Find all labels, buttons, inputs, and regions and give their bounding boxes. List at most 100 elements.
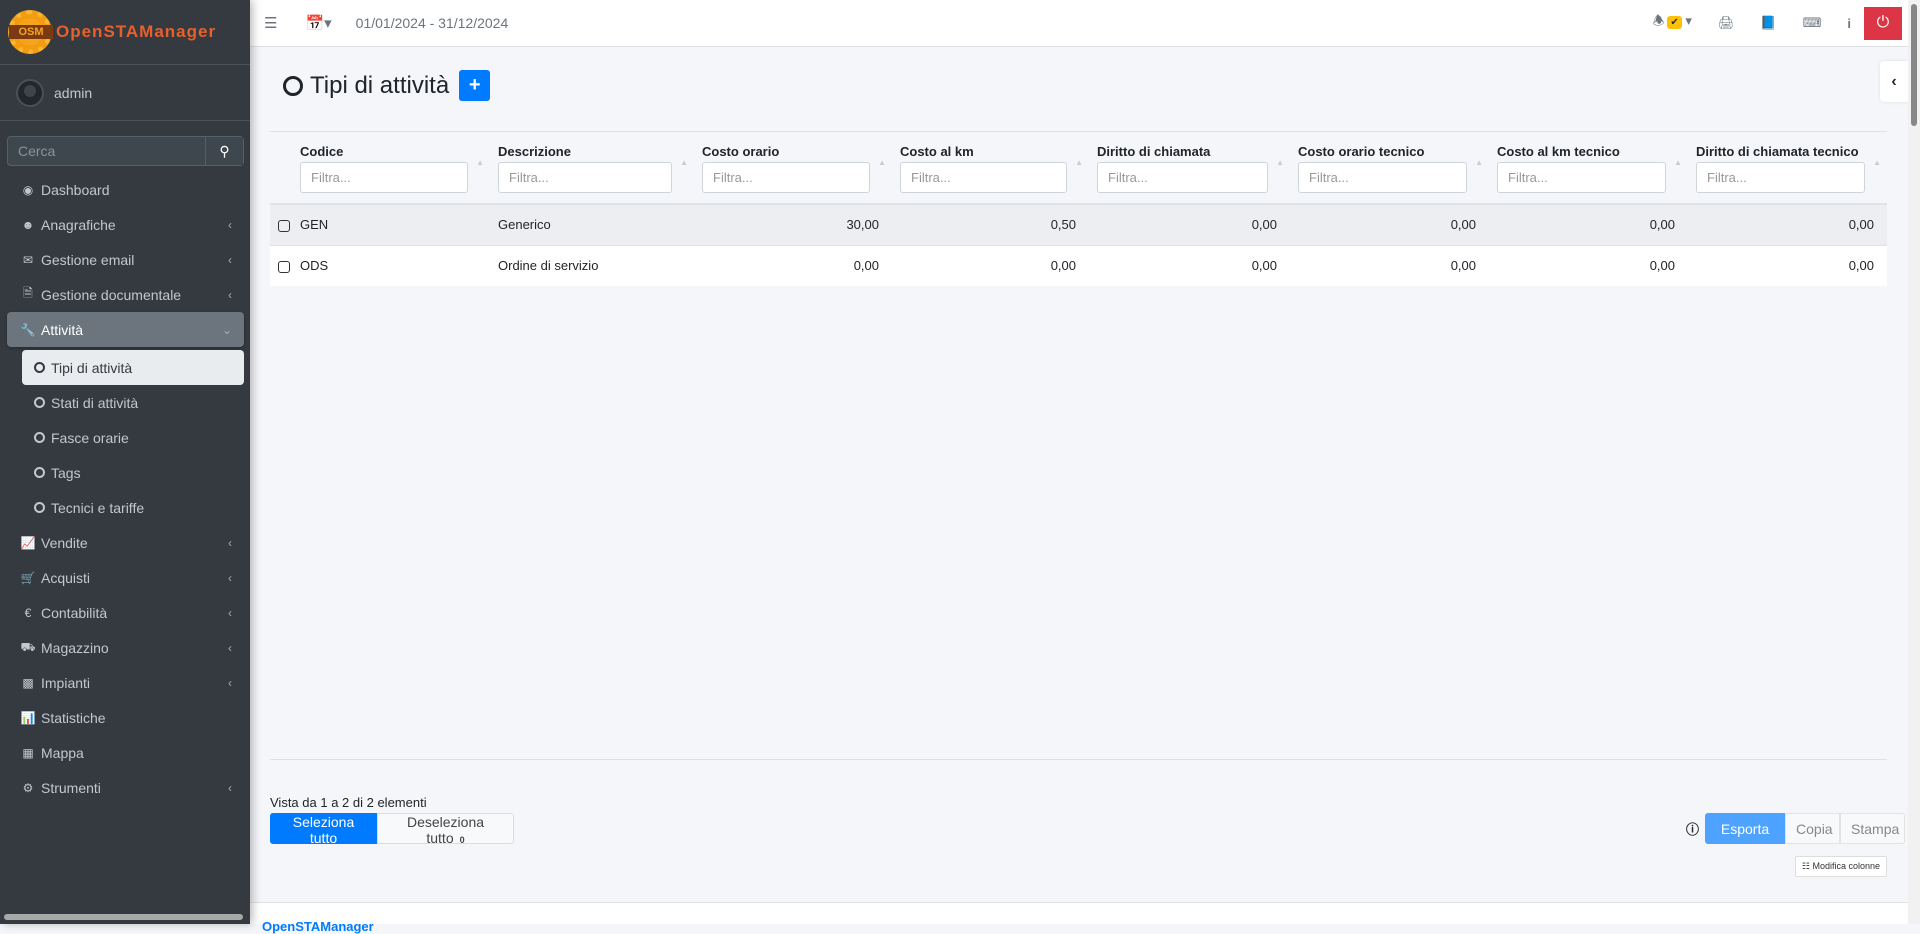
column-filter-input[interactable]: Filtra...: [1497, 162, 1666, 193]
date-range[interactable]: 01/01/2024 - 31/12/2024: [355, 15, 509, 31]
add-button[interactable]: +: [459, 70, 491, 101]
sidebar-item-label: Vendite: [41, 534, 88, 551]
brand-name: OpenSTAManager: [56, 22, 217, 41]
sort-icon[interactable]: ▲: [1075, 158, 1083, 167]
sidebar-item-label: Acquisti: [41, 569, 91, 586]
search-input[interactable]: [8, 137, 205, 165]
copy-button[interactable]: Copia: [1785, 813, 1841, 844]
selected-count: 0: [459, 835, 465, 845]
table-cell: GEN: [292, 203, 490, 245]
deselect-all-label: Deseleziona tutto: [406, 814, 485, 846]
sidebar-item-anagrafiche[interactable]: ☻ Anagrafiche ‹: [7, 207, 244, 242]
column-header[interactable]: Costo al km tecnico ▲ Filtra...: [1489, 131, 1688, 205]
logo[interactable]: OSM OpenSTAManager: [0, 0, 250, 65]
sidebar-item-contabilit-[interactable]: € Contabilità ‹: [7, 595, 244, 630]
column-filter-input[interactable]: Filtra...: [702, 162, 870, 193]
sidebar-item-label: Anagrafiche: [41, 216, 116, 233]
table-cell: 0,00: [892, 244, 1089, 286]
sort-icon[interactable]: ▲: [680, 158, 688, 167]
sidebar-item-acquisti[interactable]: 🛒 Acquisti ‹: [7, 560, 244, 595]
table-cell: 0,00: [1290, 203, 1489, 245]
table-cell: 0,50: [892, 203, 1089, 245]
sort-icon[interactable]: ▲: [1674, 158, 1682, 167]
column-header[interactable]: Diritto di chiamata ▲ Filtra...: [1089, 131, 1290, 205]
column-filter-input[interactable]: Filtra...: [300, 162, 468, 193]
select-all-button[interactable]: Seleziona tutto: [270, 813, 377, 846]
edit-columns-button[interactable]: ☷ Modifica colonne: [1795, 856, 1887, 877]
column-header[interactable]: Costo orario ▲ Filtra...: [694, 131, 892, 205]
page-scrollbar[interactable]: [1908, 0, 1920, 924]
sidebar-subitem[interactable]: Fasce orarie: [22, 420, 244, 455]
chevron-left-icon: ‹: [228, 570, 232, 585]
footer: OpenSTAManager: [250, 902, 1908, 934]
column-header[interactable]: Codice ▲ Filtra...: [292, 131, 490, 205]
table-cell: Generico: [490, 203, 694, 245]
user-panel[interactable]: admin: [0, 65, 250, 121]
sidebar-item-label: Impianti: [41, 674, 91, 691]
column-header[interactable]: Diritto di chiamata tecnico ▲ Filtra...: [1688, 131, 1887, 205]
sidebar-item-impianti[interactable]: ▩ Impianti ‹: [7, 665, 244, 700]
row-checkbox[interactable]: [278, 219, 290, 232]
book-icon[interactable]: 📘: [1760, 15, 1777, 30]
sort-icon[interactable]: ▲: [1873, 158, 1881, 167]
sidebar-item-gestione-documentale[interactable]: 🗎 Gestione documentale ‹: [7, 277, 244, 312]
column-filter-input[interactable]: Filtra...: [1298, 162, 1467, 193]
column-header[interactable]: Costo al km ▲ Filtra...: [892, 131, 1089, 205]
bar-chart-icon: 📊: [20, 710, 36, 725]
column-filter-input[interactable]: Filtra...: [900, 162, 1067, 193]
search-button[interactable]: ⚲: [205, 137, 243, 165]
sidebar-item-dashboard[interactable]: ◉ Dashboard: [7, 172, 244, 207]
sidebar-item-vendite[interactable]: 📈 Vendite ‹: [7, 525, 244, 560]
sidebar-subitem[interactable]: Tags: [22, 455, 244, 490]
sidebar-item-mappa[interactable]: ▦ Mappa: [7, 735, 244, 770]
scrollbar-thumb[interactable]: [1911, 4, 1917, 126]
sidebar-scrollbar[interactable]: [4, 914, 243, 920]
table-row[interactable]: GEN Generico 30,00 0,50 0,00 0,00 0,00 0,00: [270, 203, 1887, 245]
row-checkbox-cell: [270, 203, 292, 245]
sidebar-item-statistiche[interactable]: 📊 Statistiche: [7, 700, 244, 735]
sidebar-subitem[interactable]: Tecnici e tariffe: [22, 490, 244, 525]
column-filter-input[interactable]: Filtra...: [1097, 162, 1268, 193]
table-cell: 30,00: [694, 203, 892, 245]
print-button[interactable]: Stampa: [1840, 813, 1906, 844]
sidebar-subitem[interactable]: Tipi di attività: [22, 350, 244, 385]
gear-logo-icon: OSM: [8, 10, 53, 54]
sidebar-item-attivit-[interactable]: 🔧 Attività ⌄: [7, 312, 244, 347]
footer-brand-link[interactable]: OpenSTAManager: [262, 919, 374, 934]
notifications-button[interactable]: 🕭 ✔ ▾: [1652, 13, 1692, 29]
sidebar-menu: ◉ Dashboard ☻ Anagrafiche ‹ ✉ Gestione email ‹ 🗎…: [7, 172, 244, 805]
calendar-icon[interactable]: 📅▾: [305, 15, 332, 32]
sidebar-item-magazzino[interactable]: ⛟ Magazzino ‹: [7, 630, 244, 665]
avatar: [16, 78, 44, 107]
column-header[interactable]: Costo orario tecnico ▲ Filtra...: [1290, 131, 1489, 205]
column-title: Diritto di chiamata: [1097, 144, 1211, 159]
control-sidebar-toggle[interactable]: ‹: [1880, 61, 1908, 102]
sort-icon[interactable]: ▲: [878, 158, 886, 167]
logout-button[interactable]: ⏻: [1864, 6, 1902, 40]
select-column: [270, 131, 292, 205]
row-checkbox[interactable]: [278, 260, 290, 273]
export-button[interactable]: Esporta: [1705, 813, 1786, 844]
truck-icon: ⛟: [20, 639, 36, 654]
table-cell: 0,00: [1688, 244, 1887, 286]
sidebar-subitem-label: Fasce orarie: [51, 429, 129, 446]
column-filter-input[interactable]: Filtra...: [498, 162, 672, 193]
sort-icon[interactable]: ▲: [1276, 158, 1284, 167]
menu-toggle-icon[interactable]: ☰: [264, 15, 278, 32]
table-cell: 0,00: [1489, 203, 1688, 245]
column-filter-input[interactable]: Filtra...: [1696, 162, 1865, 193]
sort-icon[interactable]: ▲: [1475, 158, 1483, 167]
sidebar-item-strumenti[interactable]: ⚙ Strumenti ‹: [7, 770, 244, 805]
column-header[interactable]: Descrizione ▲ Filtra...: [490, 131, 694, 205]
sidebar-subitem[interactable]: Stati di attività: [22, 385, 244, 420]
help-icon[interactable]: ⓘ: [1686, 822, 1700, 837]
keyboard-icon[interactable]: ⌨: [1802, 15, 1822, 30]
circle-icon: [34, 467, 45, 478]
circle-icon: [283, 75, 303, 96]
sort-icon[interactable]: ▲: [476, 158, 484, 167]
sidebar-item-gestione-email[interactable]: ✉ Gestione email ‹: [7, 242, 244, 277]
deselect-all-button[interactable]: Deseleziona tutto 0: [377, 813, 514, 846]
table-row[interactable]: ODS Ordine di servizio 0,00 0,00 0,00 0,00 0,0…: [270, 244, 1887, 286]
info-icon[interactable]: i: [1847, 15, 1851, 31]
print-icon[interactable]: 🖨: [1717, 15, 1735, 30]
